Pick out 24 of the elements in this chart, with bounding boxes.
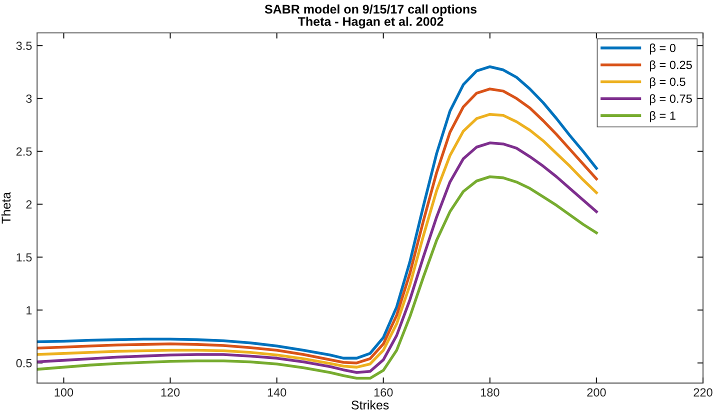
y-tick-label: 3.5 (16, 42, 32, 50)
legend-label: β = 0.25 (650, 60, 692, 72)
y-tick-label: 2.5 (16, 147, 32, 156)
chart-title: SABR model on 9/15/17 call options (264, 4, 477, 16)
y-tick-label: 1 (26, 306, 32, 314)
x-tick-label: 160 (374, 388, 393, 397)
legend-label: β = 1 (650, 111, 676, 122)
x-tick-label: 220 (694, 388, 712, 397)
x-tick-label: 100 (54, 388, 74, 397)
legend-label: β = 0 (650, 44, 676, 55)
y-tick-label: 0.5 (16, 358, 32, 368)
x-tick-label: 140 (268, 388, 286, 397)
y-tick-label: 2 (26, 200, 32, 209)
x-tick-label: 180 (480, 388, 500, 397)
legend-label: β = 0.5 (650, 77, 686, 88)
y-axis-title: Theta (1, 192, 11, 224)
line-series (37, 175, 598, 380)
y-tick-label: 1.5 (16, 253, 32, 262)
y-tick-label: 3 (26, 94, 32, 103)
x-tick-label: 120 (161, 388, 180, 397)
chart-subtitle: Theta - Hagan et al. 2002 (298, 16, 444, 28)
x-tick-label: 200 (587, 388, 606, 397)
legend-label: β = 0.75 (650, 94, 692, 106)
x-axis-title: Strikes (352, 400, 389, 410)
